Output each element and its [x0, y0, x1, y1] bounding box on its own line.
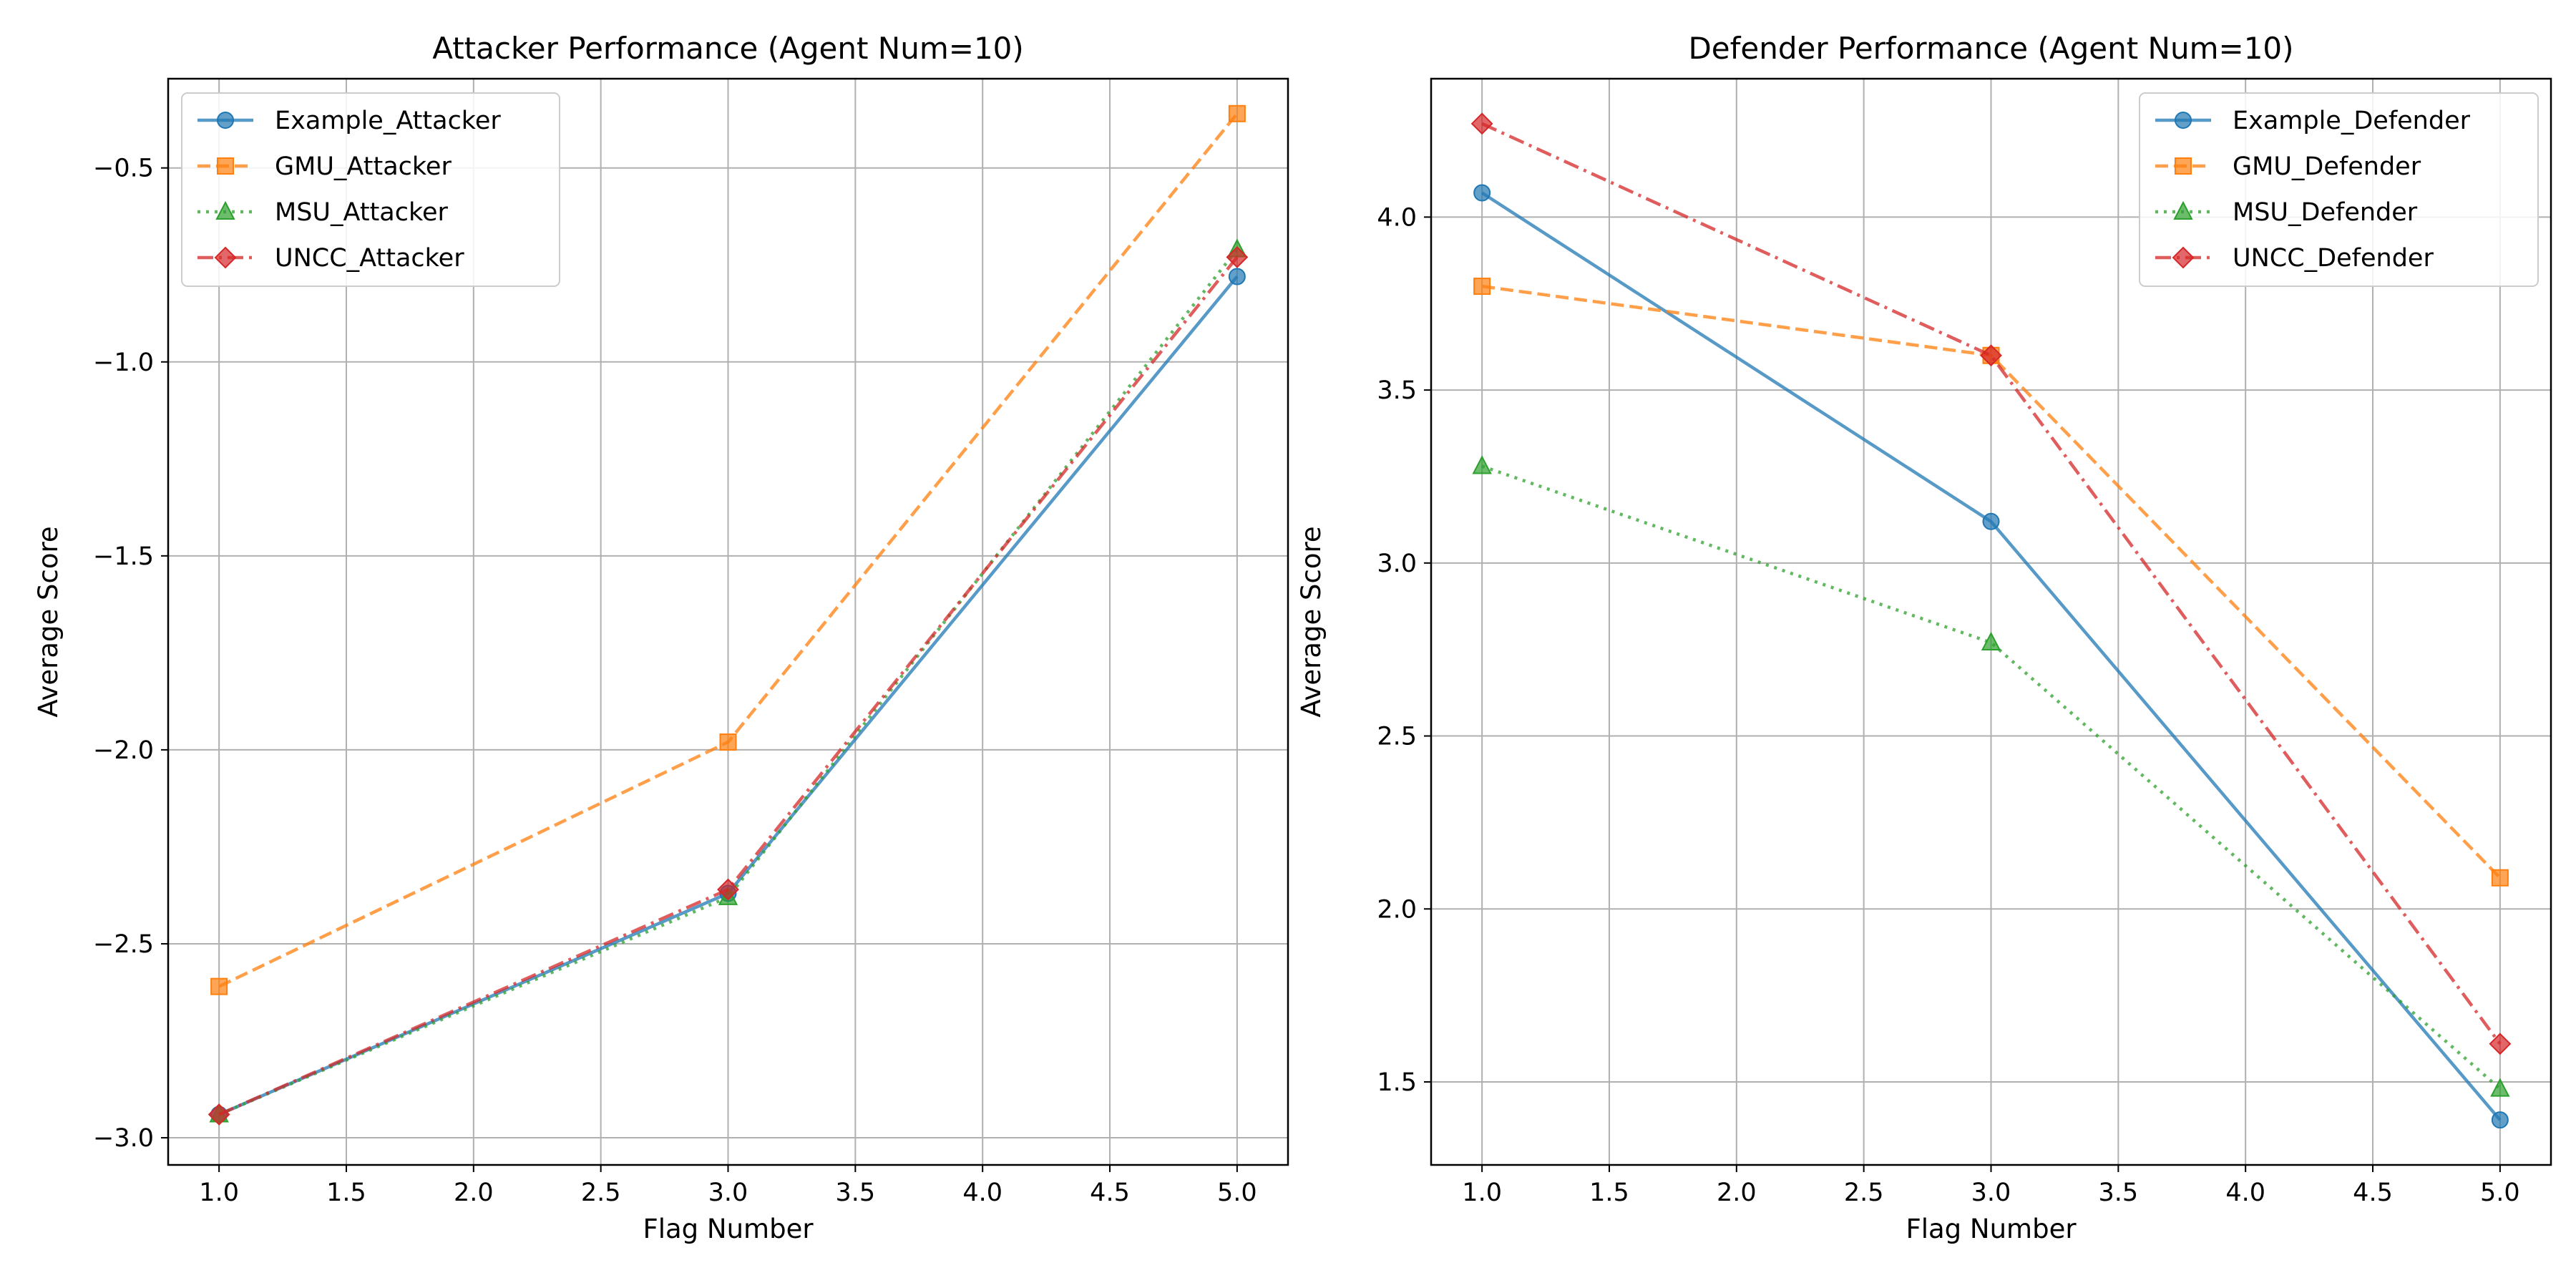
y-tick-label: 2.5 — [1377, 723, 1417, 751]
y-tick-label: −1.0 — [93, 348, 154, 377]
x-axis-label: Flag Number — [643, 1214, 814, 1244]
legend-entry: Example_Attacker — [275, 107, 501, 135]
legend-entry: Example_Defender — [2233, 107, 2471, 135]
data-point — [1228, 268, 1246, 286]
defender-chart: 1.0 1.5 2.0 2.5 3.0 3.5 4.0 4.5 5.0 1.5 2.0 2.5 3.0 3… — [1296, 31, 2552, 1244]
chart-title: Defender Performance (Agent Num=10) — [1688, 31, 2293, 66]
x-tick-label: 2.0 — [1717, 1179, 1757, 1207]
legend-marker — [2175, 112, 2192, 129]
y-tick-label: 4.0 — [1377, 203, 1417, 232]
attacker-chart: 1.0 1.5 2.0 2.5 3.0 3.5 4.0 4.5 5.0 −3.0 −2.5 −2.0 −… — [33, 31, 1289, 1244]
y-axis-label: Average Score — [33, 526, 64, 717]
x-tick-label: 1.0 — [199, 1179, 239, 1207]
legend-marker — [2175, 157, 2192, 175]
y-tick-label: 1.5 — [1377, 1068, 1417, 1097]
legend-marker — [217, 112, 234, 129]
series-group — [208, 104, 1249, 1126]
data-point — [1473, 278, 1491, 296]
x-tick-label: 2.5 — [1844, 1179, 1884, 1207]
series-group — [1470, 112, 2512, 1129]
legend-entry: MSU_Attacker — [275, 198, 449, 227]
y-axis-label: Average Score — [1296, 526, 1327, 717]
legend-entry: MSU_Defender — [2233, 198, 2418, 227]
plot-frame — [167, 77, 1289, 1166]
data-point — [2490, 1078, 2510, 1097]
x-tick-label: 5.0 — [2480, 1179, 2520, 1207]
x-tick-label: 5.0 — [1217, 1179, 1257, 1207]
legend-box — [181, 92, 560, 287]
x-tick-label: 3.5 — [836, 1179, 876, 1207]
y-tick-label: −3.0 — [93, 1124, 154, 1153]
legend-marker — [215, 200, 235, 220]
x-tick-label: 3.0 — [1971, 1179, 2011, 1207]
data-point — [1472, 455, 1492, 474]
y-tick-label: 3.5 — [1377, 376, 1417, 405]
data-point — [2489, 1033, 2512, 1055]
data-point — [2491, 869, 2509, 887]
legend-entry: GMU_Attacker — [275, 152, 452, 181]
data-point — [1228, 104, 1246, 122]
y-tick-label: −0.5 — [93, 155, 154, 183]
data-point — [1982, 512, 2000, 530]
x-tick-label: 1.5 — [1589, 1179, 1629, 1207]
x-tick-label: 2.0 — [454, 1179, 494, 1207]
legend-marker — [217, 157, 234, 175]
legend-box — [2139, 92, 2539, 287]
y-tick-label: −2.0 — [93, 736, 154, 765]
data-point — [2491, 1111, 2509, 1129]
legend-entry: UNCC_Attacker — [275, 244, 464, 273]
data-point — [1470, 112, 1493, 135]
legend-marker — [2173, 200, 2193, 220]
y-tick-label: 3.0 — [1377, 550, 1417, 578]
plot-frame — [1430, 77, 2552, 1166]
x-axis-label: Flag Number — [1906, 1214, 2077, 1244]
data-point — [1981, 631, 2001, 651]
data-point — [1473, 184, 1491, 202]
y-tick-label: −2.5 — [93, 930, 154, 959]
x-tick-label: 1.0 — [1462, 1179, 1502, 1207]
x-tick-label: 1.5 — [326, 1179, 366, 1207]
legend-marker — [2172, 246, 2195, 269]
data-point — [717, 878, 739, 901]
chart-title: Attacker Performance (Agent Num=10) — [432, 31, 1024, 66]
legend-marker — [214, 246, 237, 269]
x-tick-label: 4.0 — [2225, 1179, 2265, 1207]
y-tick-label: −1.5 — [93, 542, 154, 571]
legend: Example_Defender GMU_Defender MSU_Defender… — [2139, 92, 2539, 287]
data-point — [208, 1103, 230, 1126]
legend-entry: UNCC_Defender — [2233, 244, 2434, 273]
x-tick-label: 2.5 — [581, 1179, 621, 1207]
data-point — [719, 733, 737, 751]
x-tick-label: 3.5 — [2099, 1179, 2139, 1207]
data-point — [1226, 245, 1249, 268]
y-tick-label: 2.0 — [1377, 895, 1417, 924]
legend-entry: GMU_Defender — [2233, 152, 2421, 181]
legend: Example_Attacker GMU_Attacker MSU_Attacker… — [181, 92, 560, 287]
x-tick-label: 3.0 — [708, 1179, 748, 1207]
data-point — [210, 977, 228, 995]
series-line-uncc-defender — [1481, 122, 2502, 1045]
x-tick-label: 4.5 — [1090, 1179, 1130, 1207]
x-tick-label: 4.0 — [962, 1179, 1002, 1207]
series-line-msu-defender — [1481, 464, 2502, 1091]
data-point — [1980, 344, 2002, 367]
x-tick-label: 4.5 — [2353, 1179, 2393, 1207]
